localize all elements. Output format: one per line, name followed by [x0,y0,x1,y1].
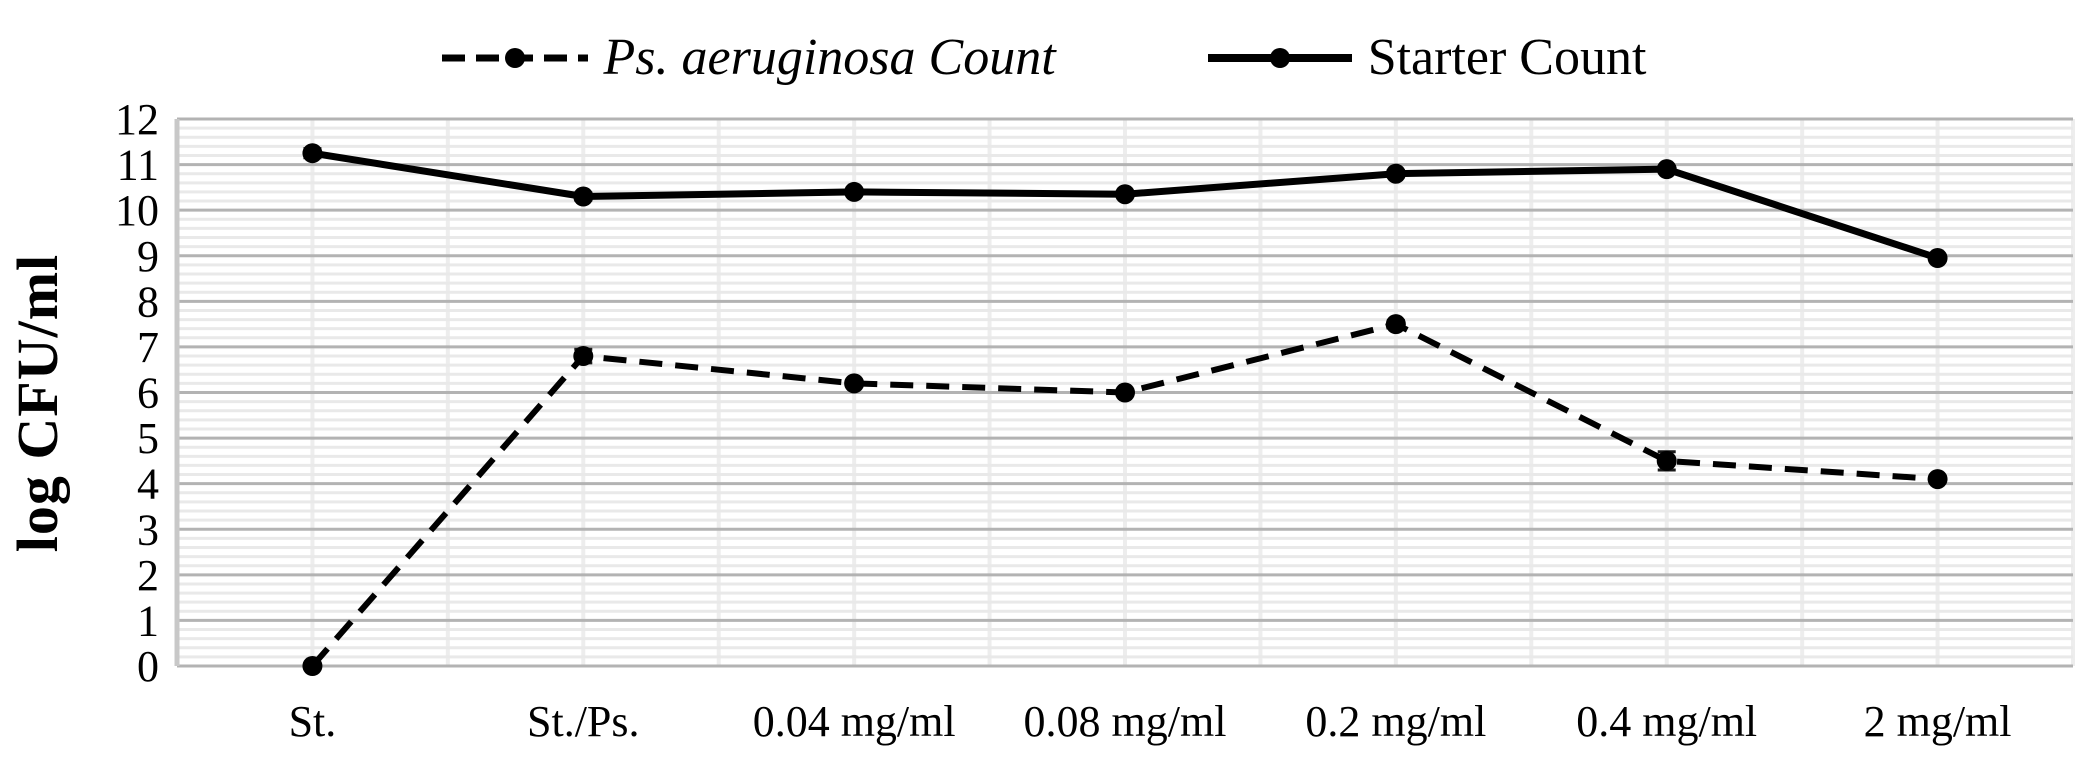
legend-label-ps-aeruginosa: Ps. aeruginosa Count [603,29,1056,86]
dashed-line-marker-icon [441,48,588,68]
data-point-ps-aeruginosa-count [1115,382,1135,403]
data-point-starter-count [302,143,323,164]
data-point-starter-count [573,186,594,207]
y-tick-label: 6 [137,369,159,418]
y-tick-label: 12 [115,95,159,144]
data-point-starter-count [1927,248,1948,269]
y-tick-label: 9 [137,232,159,281]
chart-legend: Ps. aeruginosa Count Starter Count [0,18,2086,98]
data-point-starter-count [1656,159,1677,180]
legend-label-starter: Starter Count [1367,29,1647,86]
x-tick-label: St./Ps. [527,697,640,746]
y-tick-label: 4 [137,460,159,509]
y-tick-label: 7 [137,323,159,372]
data-point-starter-count [1115,184,1135,205]
x-tick-label: 0.2 mg/ml [1305,697,1486,746]
data-point-starter-count [1385,163,1406,184]
data-point-ps-aeruginosa-count [573,346,594,367]
y-tick-label: 8 [137,277,159,326]
x-tick-label: 0.04 mg/ml [753,697,956,746]
legend-item-starter: Starter Count [1206,29,1647,86]
x-tick-label: 2 mg/ml [1864,697,2012,746]
data-point-ps-aeruginosa-count [844,373,865,394]
x-tick-label: St. [289,697,337,746]
y-tick-label: 11 [117,141,159,190]
data-point-ps-aeruginosa-count [1656,450,1677,471]
legend-item-ps-aeruginosa: Ps. aeruginosa Count [440,32,1056,84]
data-point-ps-aeruginosa-count [1385,314,1406,335]
y-tick-label: 10 [115,186,159,235]
y-tick-label: 5 [137,414,159,463]
x-tick-label: 0.08 mg/ml [1024,697,1227,746]
y-tick-label: 0 [137,642,159,691]
y-tick-label: 3 [137,505,159,554]
y-tick-label: 2 [137,551,159,600]
data-point-starter-count [844,181,865,202]
data-point-ps-aeruginosa-count [302,656,323,676]
x-tick-label: 0.4 mg/ml [1576,697,1757,746]
data-point-ps-aeruginosa-count [1927,469,1948,490]
solid-line-marker-icon [1207,48,1352,68]
y-tick-label: 1 [137,596,159,645]
